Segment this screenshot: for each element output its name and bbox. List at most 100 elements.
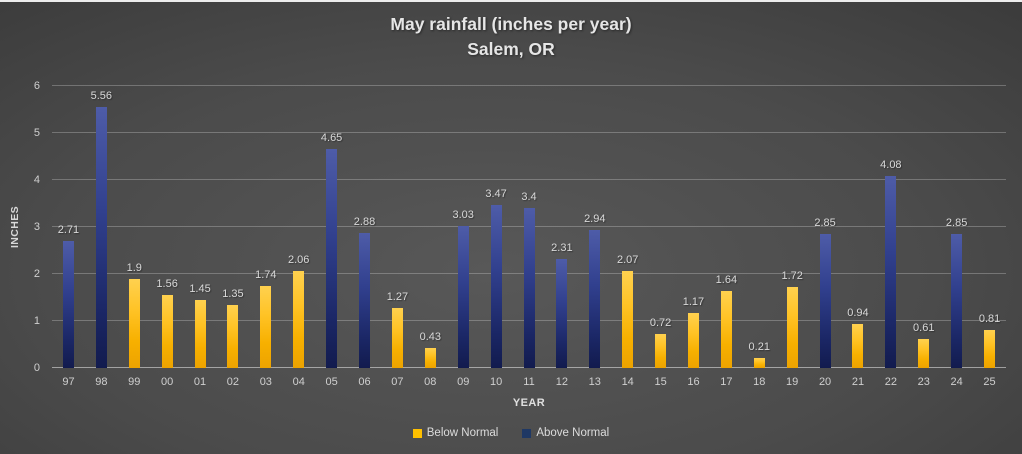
x-tick-label-14: 14: [621, 376, 634, 388]
legend-item-below-normal: Below Normal: [412, 427, 499, 439]
bar-13: [589, 229, 601, 368]
bar-04: [293, 271, 305, 368]
chart-title: May rainfall (inches per year) Salem, OR: [0, 12, 1022, 62]
y-axis-tick-labels: 0 1 2 3 4 5 6: [0, 80, 46, 374]
bar-25: [984, 329, 996, 368]
bar-value-label-01: 1.45: [189, 282, 211, 295]
bar-value-label-10: 3.47: [485, 187, 507, 200]
gridline-6: [52, 85, 1006, 86]
legend-item-above-normal: Above Normal: [522, 427, 609, 439]
x-tick-label-04: 04: [292, 376, 305, 388]
x-tick-label-09: 09: [457, 376, 470, 388]
x-tick-label-01: 01: [193, 376, 207, 388]
x-tick-label-10: 10: [489, 376, 503, 388]
x-tick-label-13: 13: [588, 376, 601, 388]
bar-value-label-25: 0.81: [978, 312, 1001, 325]
bar-98: [95, 106, 107, 368]
bar-value-label-02: 1.35: [222, 287, 244, 300]
chart-title-line1: May rainfall (inches per year): [390, 14, 632, 34]
x-tick-label-15: 15: [654, 376, 667, 388]
x-tick-label-17: 17: [720, 376, 733, 388]
x-tick-label-00: 00: [161, 376, 174, 388]
bar-value-label-18: 0.21: [748, 341, 770, 354]
bar-97: [62, 240, 74, 368]
x-tick-label-21: 21: [851, 376, 865, 388]
above-normal-swatch-icon: [522, 428, 532, 438]
y-tick-label-2: 2: [33, 268, 40, 280]
gridline-4: [52, 179, 1006, 180]
bar-19: [786, 287, 798, 368]
bar-value-label-15: 0.72: [649, 317, 672, 330]
x-tick-label-97: 97: [62, 376, 75, 388]
legend: Below Normal Above Normal: [0, 427, 1022, 439]
x-axis-tick-labels: 97 98 99 00 01 02 03 04 05 06 07 08 09 10 11 12 13 14 15 16…: [52, 368, 1006, 390]
x-tick-label-03: 03: [259, 376, 272, 388]
x-tick-label-98: 98: [95, 376, 108, 388]
bar-18: [753, 358, 765, 368]
legend-label-above-normal: Above Normal: [536, 427, 610, 439]
bar-value-label-14: 2.07: [616, 253, 639, 266]
bar-value-label-03: 1.74: [255, 269, 277, 282]
bar-15: [655, 334, 667, 368]
x-tick-label-22: 22: [884, 376, 897, 388]
plot-area: 2.71 5.56 1.9 1.56 1.45 1.35 1.74 2.06 4.65 2.88 1…: [52, 85, 1006, 368]
x-tick-label-12: 12: [555, 376, 569, 388]
bar-value-label-12: 2.31: [551, 242, 573, 255]
bar-23: [918, 339, 930, 368]
bar-11: [523, 208, 535, 368]
bar-20: [819, 234, 831, 368]
bar-05: [326, 149, 338, 368]
bar-value-label-98: 5.56: [90, 89, 113, 102]
bar-value-label-17: 1.64: [715, 273, 738, 286]
bar-value-label-07: 1.27: [386, 291, 409, 304]
bar-08: [424, 347, 436, 368]
bar-value-label-97: 2.71: [57, 223, 80, 236]
bar-21: [852, 323, 864, 368]
x-tick-label-02: 02: [226, 376, 240, 388]
bar-value-label-22: 4.08: [880, 159, 902, 172]
bar-value-label-11: 3.4: [521, 191, 537, 204]
x-tick-label-23: 23: [917, 376, 930, 388]
bar-00: [161, 294, 173, 368]
x-tick-label-11: 11: [523, 376, 535, 388]
bar-value-label-99: 1.9: [126, 261, 142, 274]
bar-value-label-23: 0.61: [913, 322, 935, 335]
y-tick-label-0: 0: [33, 362, 40, 374]
x-tick-label-25: 25: [983, 376, 996, 388]
bar-value-label-24: 2.85: [945, 217, 968, 230]
y-tick-label-3: 3: [33, 221, 40, 233]
bar-03: [260, 286, 272, 368]
bar-01: [194, 299, 206, 368]
x-tick-label-07: 07: [391, 376, 404, 388]
bar-99: [128, 278, 140, 368]
bar-value-label-08: 0.43: [419, 330, 441, 343]
bar-10: [490, 204, 502, 368]
y-tick-label-1: 1: [33, 315, 40, 327]
bar-value-label-00: 1.56: [156, 277, 178, 290]
y-tick-label-6: 6: [33, 80, 40, 92]
bar-06: [359, 232, 371, 368]
bar-value-label-13: 2.94: [584, 212, 606, 225]
bar-value-label-19: 1.72: [781, 270, 803, 283]
bar-12: [556, 259, 568, 368]
bar-07: [391, 308, 403, 368]
below-normal-swatch-icon: [412, 428, 422, 438]
legend-label-below-normal: Below Normal: [426, 427, 499, 439]
x-tick-label-99: 99: [128, 376, 141, 388]
bar-value-label-06: 2.88: [353, 215, 376, 228]
bar-value-label-04: 2.06: [288, 254, 310, 267]
x-tick-label-05: 05: [325, 376, 338, 388]
bar-09: [457, 225, 469, 368]
bar-02: [227, 304, 239, 368]
x-tick-label-06: 06: [358, 376, 371, 388]
x-tick-label-24: 24: [950, 376, 963, 388]
bar-value-label-09: 3.03: [452, 208, 474, 221]
y-tick-label-5: 5: [33, 127, 40, 139]
gridline-5: [52, 132, 1006, 133]
x-tick-label-16: 16: [687, 376, 700, 388]
chart-title-line2: Salem, OR: [467, 39, 555, 59]
x-tick-label-19: 19: [786, 376, 799, 388]
bar-value-label-21: 0.94: [847, 306, 869, 319]
bar-value-label-20: 2.85: [814, 217, 836, 230]
